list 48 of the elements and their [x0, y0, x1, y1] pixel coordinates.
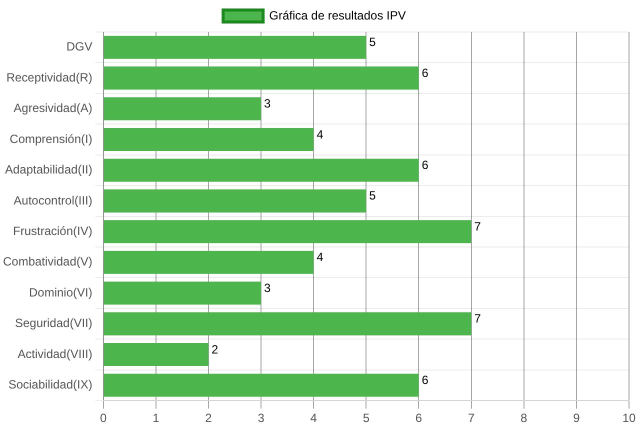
data-label: 3: [264, 96, 272, 111]
y-tick-label: Combatividad(V): [2, 254, 92, 269]
data-label: 6: [422, 158, 429, 172]
x-tick-label: 3: [258, 411, 265, 426]
x-tick-label: 10: [622, 411, 636, 426]
x-tick-label: 5: [362, 411, 370, 426]
data-label: 7: [474, 219, 482, 234]
x-tick-label: 7: [468, 411, 475, 426]
y-tick-label: Comprensión(I): [10, 132, 92, 146]
data-label: 7: [474, 312, 482, 326]
bar: [104, 36, 366, 59]
data-label: 4: [316, 127, 324, 142]
y-tick-label: Seguridad(VII): [14, 316, 92, 330]
bar: [104, 128, 314, 152]
data-label: 5: [369, 188, 376, 203]
bar: [104, 312, 472, 336]
data-label: 6: [422, 373, 429, 388]
x-tick-label: 8: [520, 411, 528, 426]
x-tick-label: 2: [205, 411, 212, 426]
x-tick-label: 1: [152, 411, 160, 426]
x-tick-label: 6: [415, 411, 422, 426]
bar: [104, 220, 472, 244]
bar: [104, 250, 314, 274]
y-tick-label: Actividad(VIII): [18, 346, 92, 361]
bar: [104, 189, 366, 212]
x-tick-label: 4: [310, 411, 318, 426]
y-tick-label: Agresividad(A): [14, 101, 92, 116]
data-label: 4: [316, 250, 324, 264]
y-tick-label: Adaptabilidad(II): [4, 162, 92, 177]
y-tick-label: Frustración(IV): [13, 224, 92, 238]
y-tick-label: Autocontrol(III): [14, 193, 92, 208]
y-tick-label: Sociabilidad(IX): [8, 378, 92, 392]
y-tick-label: Receptividad(R): [6, 70, 92, 84]
legend-label: Gráfica de resultados IPV: [269, 8, 406, 22]
y-tick-label: DGV: [66, 40, 92, 54]
bar: [104, 158, 419, 182]
data-label: 5: [369, 35, 376, 50]
y-tick-label: Dominio(VI): [29, 285, 92, 300]
data-label: 6: [422, 66, 429, 80]
bar: [104, 374, 419, 397]
x-tick-label: 0: [100, 411, 108, 426]
data-label: 2: [211, 342, 218, 356]
bar: [104, 282, 262, 305]
bar: [104, 97, 262, 120]
bar: [104, 343, 208, 366]
data-label: 3: [264, 280, 272, 295]
x-tick-label: 9: [573, 411, 580, 426]
bar: [104, 66, 419, 90]
